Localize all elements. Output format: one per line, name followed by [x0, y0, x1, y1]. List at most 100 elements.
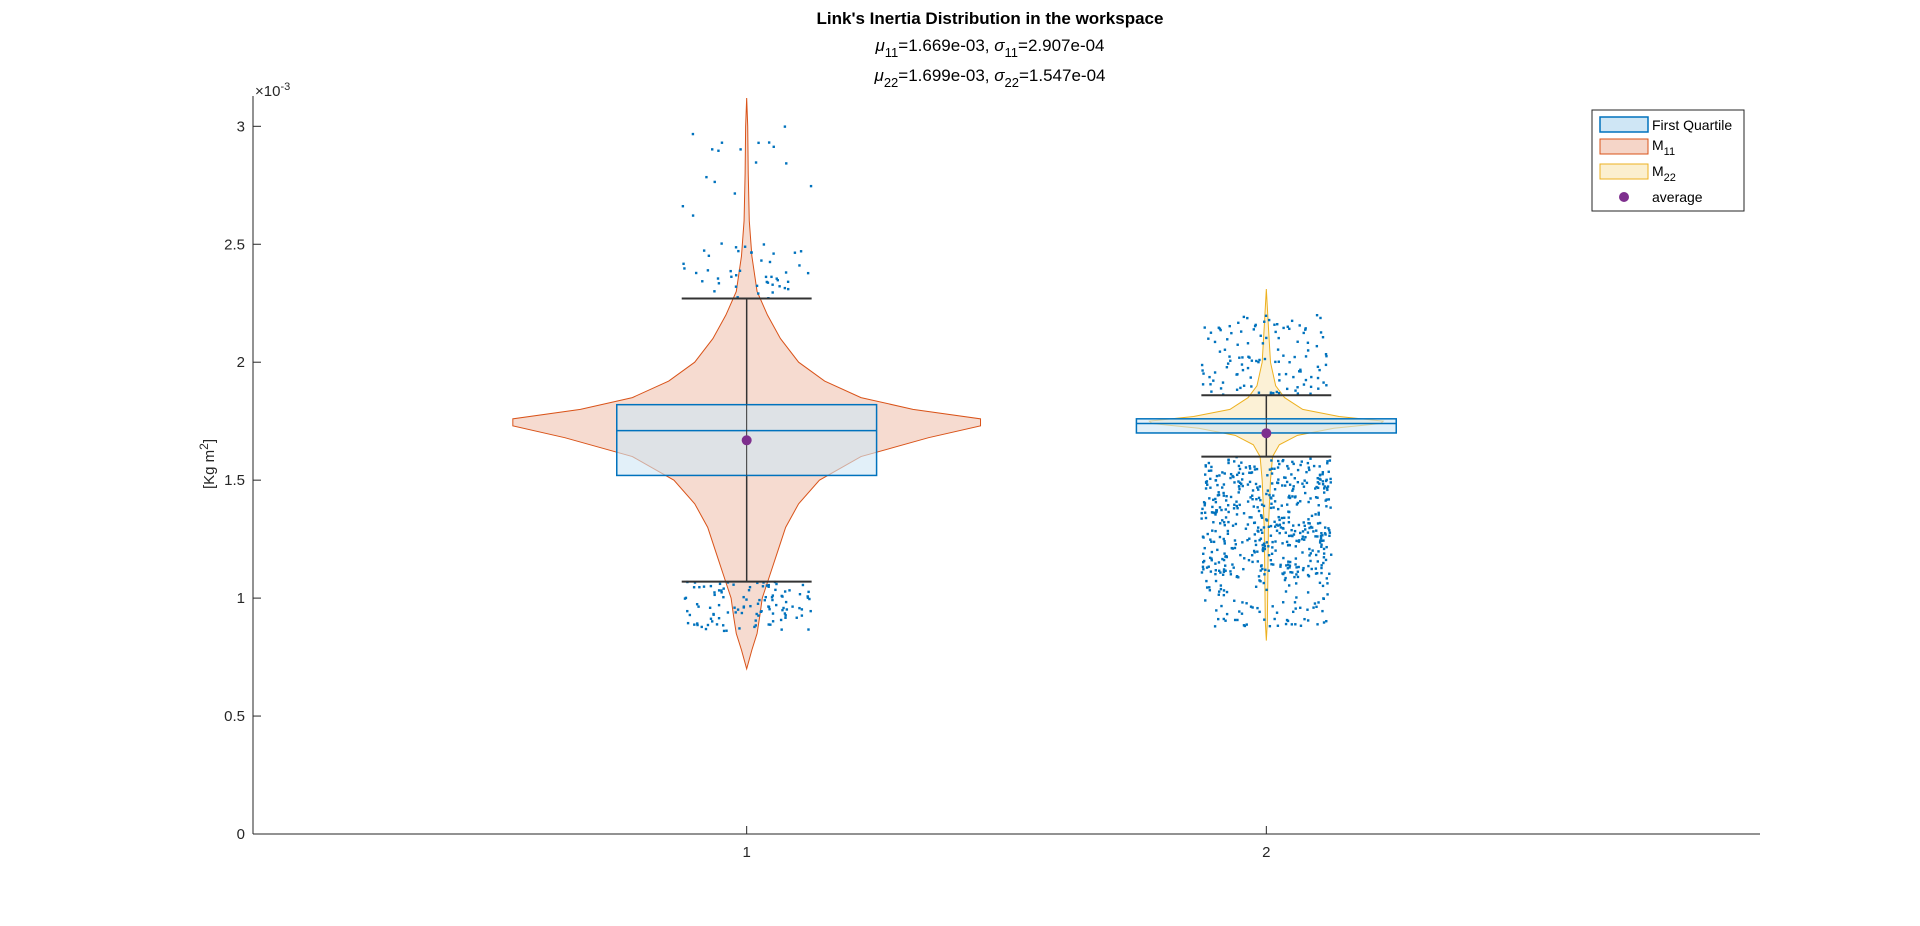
data-point-s2-low [1222, 483, 1226, 486]
data-point-s2-high [1226, 338, 1229, 341]
data-point-s2-low-sparse [1294, 582, 1298, 585]
data-point-s1-low [770, 596, 774, 599]
data-point-s2-low [1328, 459, 1332, 462]
data-point-s2-high [1250, 359, 1254, 362]
data-point-s2-high [1263, 320, 1266, 323]
data-point-s2-low [1318, 482, 1321, 485]
data-point-s2-high [1306, 349, 1310, 352]
data-point-s2-low-sparse [1263, 618, 1266, 621]
data-point-s2-low [1239, 553, 1242, 557]
data-point-s2-low [1233, 460, 1236, 463]
y-tick-label-2: 1 [237, 590, 245, 607]
data-point-s2-low [1281, 542, 1284, 545]
data-point-s1-high [778, 285, 781, 288]
data-point-s2-high [1246, 342, 1250, 345]
mean-marker-22 [1261, 428, 1272, 439]
data-point-s2-high [1298, 324, 1301, 327]
data-point-s2-low-sparse [1284, 576, 1287, 580]
data-point-s2-high [1304, 378, 1308, 382]
data-point-s2-low [1283, 571, 1286, 574]
data-point-s2-low [1226, 532, 1230, 536]
data-point-s2-low [1309, 457, 1312, 460]
y-axis-label-end: ] [201, 439, 218, 443]
data-point-s1-high-sparse [711, 148, 714, 151]
data-point-s2-low [1267, 569, 1270, 572]
data-point-s2-high [1304, 355, 1308, 358]
data-point-s2-low [1234, 543, 1238, 546]
data-point-s2-low [1238, 481, 1242, 485]
data-point-s2-high [1235, 388, 1239, 391]
data-point-s2-low-sparse [1208, 586, 1211, 589]
data-point-s2-low [1263, 547, 1267, 551]
y-tick-label-5: 2.5 [224, 236, 245, 253]
data-point-s2-low [1314, 513, 1317, 516]
data-point-s2-low [1256, 506, 1259, 509]
data-point-s2-low [1242, 567, 1245, 571]
data-point-s2-low-sparse [1233, 599, 1236, 602]
data-point-s2-low-sparse [1287, 584, 1291, 587]
data-point-s2-high [1285, 387, 1289, 391]
data-point-s2-low [1220, 508, 1223, 512]
data-point-s1-low [717, 616, 721, 620]
data-point-s2-low [1287, 516, 1290, 519]
data-point-s2-low [1283, 484, 1287, 487]
data-point-s2-low-sparse [1294, 607, 1297, 610]
data-point-s2-low [1270, 472, 1274, 475]
data-point-s2-low [1288, 564, 1292, 567]
data-point-s2-low [1271, 546, 1274, 549]
data-point-s2-low [1203, 511, 1207, 514]
data-point-s2-low [1221, 557, 1224, 561]
data-point-s2-low [1237, 480, 1240, 483]
data-point-s2-low [1301, 530, 1305, 533]
data-point-s1-low [700, 625, 703, 629]
data-point-s2-high [1229, 359, 1232, 362]
data-point-s2-high [1236, 343, 1239, 346]
data-point-s2-low [1255, 467, 1259, 471]
data-point-s2-high [1322, 381, 1325, 384]
data-point-s2-low [1316, 560, 1320, 563]
y-tick-label-1: 0.5 [224, 708, 245, 725]
data-point-s2-low [1299, 500, 1302, 503]
data-point-s2-low-sparse [1313, 602, 1317, 605]
data-point-s2-low [1203, 546, 1206, 550]
x-tick-label-1: 2 [1262, 844, 1270, 861]
data-point-s2-low-sparse [1205, 586, 1209, 589]
data-point-s2-low [1209, 570, 1213, 573]
data-point-s2-low [1279, 526, 1283, 529]
data-point-s1-low [698, 585, 701, 589]
data-point-s2-low [1326, 462, 1329, 465]
data-point-s2-high [1278, 373, 1281, 376]
data-point-s1-high [771, 291, 774, 294]
data-point-s2-high [1302, 383, 1306, 386]
data-point-s1-high [772, 252, 775, 255]
data-point-s1-high [787, 287, 790, 291]
data-point-s2-low [1218, 474, 1221, 477]
data-point-s2-low [1273, 500, 1277, 503]
subtitle-2-sigma-sub: 22 [1005, 75, 1019, 90]
data-point-s2-low-sparse [1325, 577, 1328, 580]
data-point-s2-low [1233, 481, 1236, 484]
data-point-s1-low [784, 616, 787, 619]
data-point-s2-high [1309, 392, 1312, 395]
data-point-s1-low [692, 586, 696, 589]
data-point-s2-low [1323, 485, 1326, 488]
data-point-s1-high [702, 249, 706, 252]
data-point-s2-low [1320, 531, 1323, 535]
data-point-s2-high [1246, 316, 1249, 320]
data-point-s2-low [1309, 552, 1312, 555]
data-point-s1-low [720, 591, 723, 594]
data-point-s2-low [1229, 570, 1232, 573]
data-point-s2-low [1290, 473, 1293, 476]
data-point-s2-low [1250, 471, 1254, 474]
data-point-s2-low [1261, 549, 1265, 553]
data-point-s2-low [1319, 537, 1323, 540]
data-point-s2-low [1217, 561, 1221, 564]
data-point-s1-low [721, 624, 725, 627]
data-point-s2-low [1211, 529, 1214, 532]
data-point-s1-high [757, 292, 760, 295]
data-point-s1-low [753, 625, 756, 629]
data-point-s2-low [1204, 464, 1207, 467]
data-point-s2-low [1273, 467, 1276, 470]
data-point-s2-low-sparse [1219, 587, 1223, 591]
data-point-s2-high [1264, 314, 1268, 317]
